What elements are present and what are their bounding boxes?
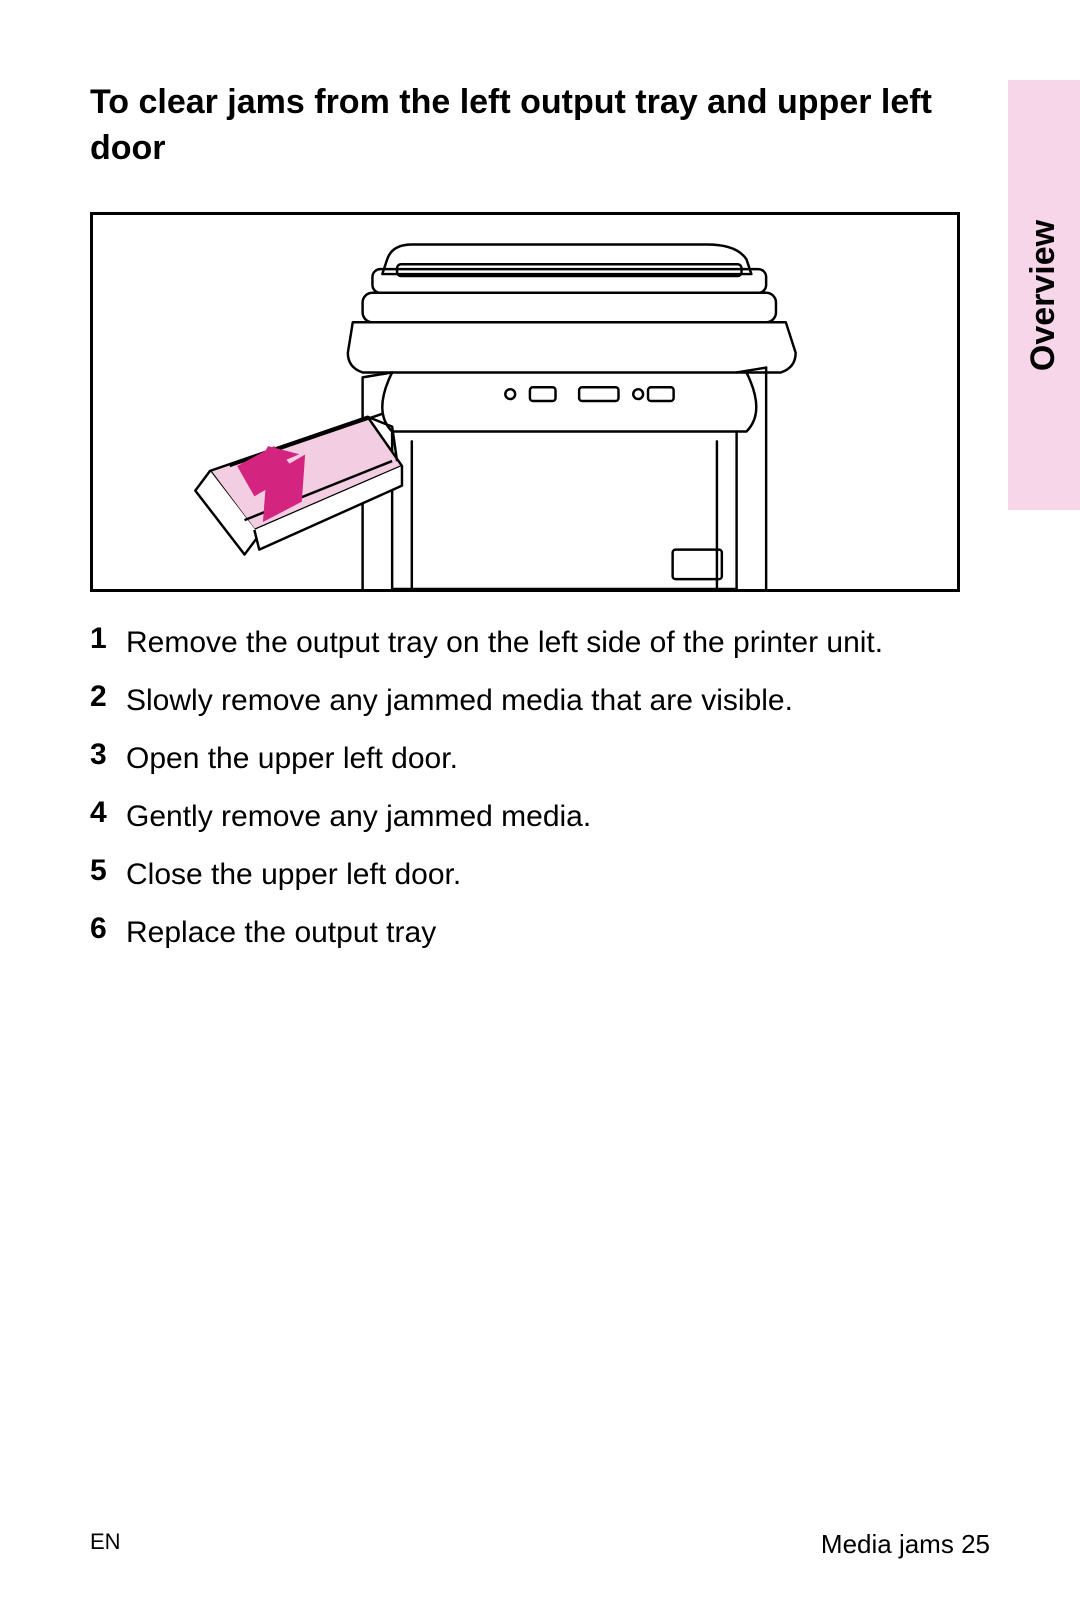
page-container: To clear jams from the left output tray … (0, 0, 1080, 1620)
step-item: 5 Close the upper left door. (90, 854, 960, 896)
step-text: Slowly remove any jammed media that are … (126, 680, 793, 722)
printer-svg (93, 215, 957, 589)
step-text: Remove the output tray on the left side … (126, 622, 883, 664)
step-item: 2 Slowly remove any jammed media that ar… (90, 680, 960, 722)
step-item: 4 Gently remove any jammed media. (90, 796, 960, 838)
figure-illustration (90, 212, 960, 592)
step-number: 4 (90, 796, 126, 838)
step-number: 5 (90, 854, 126, 896)
step-text: Replace the output tray (126, 912, 436, 954)
step-text: Gently remove any jammed media. (126, 796, 591, 838)
step-item: 1 Remove the output tray on the left sid… (90, 622, 960, 664)
page-footer: EN Media jams 25 (90, 1529, 990, 1560)
section-tab-label: Overview (1025, 219, 1064, 370)
footer-page-number: 25 (961, 1529, 990, 1559)
section-tab: Overview (1008, 80, 1080, 510)
step-number: 2 (90, 680, 126, 722)
footer-language: EN (90, 1529, 121, 1560)
page-heading: To clear jams from the left output tray … (90, 80, 970, 172)
footer-right: Media jams 25 (821, 1529, 990, 1560)
step-number: 3 (90, 738, 126, 780)
step-number: 1 (90, 622, 126, 664)
footer-section: Media jams (821, 1529, 954, 1559)
step-text: Close the upper left door. (126, 854, 461, 896)
steps-list: 1 Remove the output tray on the left sid… (90, 622, 960, 954)
step-item: 3 Open the upper left door. (90, 738, 960, 780)
step-number: 6 (90, 912, 126, 954)
step-item: 6 Replace the output tray (90, 912, 960, 954)
step-text: Open the upper left door. (126, 738, 458, 780)
